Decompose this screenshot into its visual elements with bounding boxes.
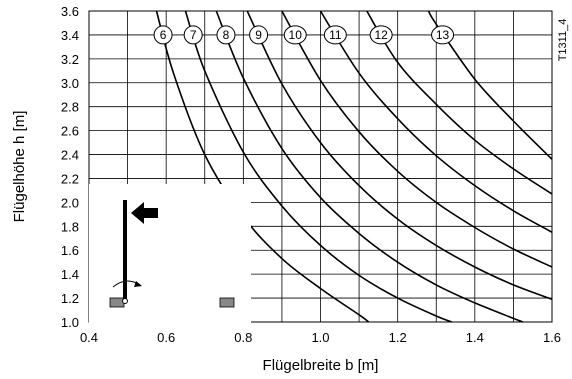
y-tick-label: 1.6 [61, 243, 79, 258]
curve-label: 12 [374, 28, 388, 42]
hinge-block-icon [109, 297, 125, 308]
y-tick-label: 3.4 [61, 28, 79, 43]
y-tick-label: 2.6 [61, 124, 79, 139]
x-tick-label: 0.8 [234, 330, 252, 345]
curve-6 [155, 10, 370, 323]
x-tick-label: 0.6 [157, 330, 175, 345]
door-illustration [89, 184, 251, 324]
x-tick-label: 0.4 [80, 330, 98, 345]
curve-label: 10 [289, 28, 303, 42]
y-tick-label: 3.6 [61, 4, 79, 19]
y-tick-labels: 1.0 1.2 1.4 1.6 1.8 2.0 2.2 2.4 2.6 2.8 3.0 3.2 3.4 3… [61, 4, 79, 330]
curve-12 [366, 10, 553, 195]
y-tick-label: 2.4 [61, 148, 79, 163]
x-tick-label: 1.4 [466, 330, 484, 345]
curve-label-circle [283, 25, 307, 45]
y-tick-label: 1.0 [61, 315, 79, 330]
curve-7 [184, 10, 452, 323]
y-tick-label: 1.4 [61, 267, 79, 282]
x-tick-label: 1.2 [389, 330, 407, 345]
strike-block-icon [219, 297, 235, 308]
curve-label: 7 [190, 28, 197, 42]
curve-label-circle [216, 25, 236, 45]
x-tick-label: 1.6 [543, 330, 561, 345]
y-tick-label: 3.2 [61, 52, 79, 67]
curve-label-circle [249, 25, 269, 45]
y-tick-label: 1.8 [61, 219, 79, 234]
y-tick-label: 2.8 [61, 100, 79, 115]
curve-label-circle [153, 25, 173, 45]
y-tick-label: 3.0 [61, 76, 79, 91]
curve-label: 9 [255, 28, 262, 42]
curve-label: 8 [223, 28, 230, 42]
figure-code: T1311_4 [557, 19, 569, 62]
curve-label-circle [183, 25, 203, 45]
curve-labels: 6 7 8 9 10 11 12 13 [153, 25, 455, 45]
x-tick-labels: 0.4 0.6 0.8 1.0 1.2 1.4 1.6 [80, 330, 561, 345]
y-axis-label: Flügelhöhe h [m] [11, 111, 28, 223]
curve-8 [215, 10, 524, 323]
curve-9 [246, 10, 553, 301]
swing-arrowhead-icon [134, 281, 142, 287]
curve-11 [319, 10, 553, 233]
curves [155, 10, 553, 323]
curve-label: 6 [160, 28, 167, 42]
force-arrow-icon [131, 202, 158, 224]
y-tick-label: 1.2 [61, 291, 79, 306]
pivot-icon [122, 298, 128, 304]
y-tick-label: 2.2 [61, 171, 79, 186]
curve-label-circle [323, 25, 347, 45]
x-axis-label: Flügelbreite b [m] [263, 357, 379, 374]
curve-label-circle [431, 25, 455, 45]
x-tick-label: 1.0 [311, 330, 329, 345]
curve-13 [427, 10, 553, 160]
curve-label: 11 [329, 28, 342, 42]
y-tick-label: 2.0 [61, 195, 79, 210]
curve-10 [281, 10, 553, 268]
curve-label-circle [369, 25, 393, 45]
curve-label: 13 [436, 28, 450, 42]
